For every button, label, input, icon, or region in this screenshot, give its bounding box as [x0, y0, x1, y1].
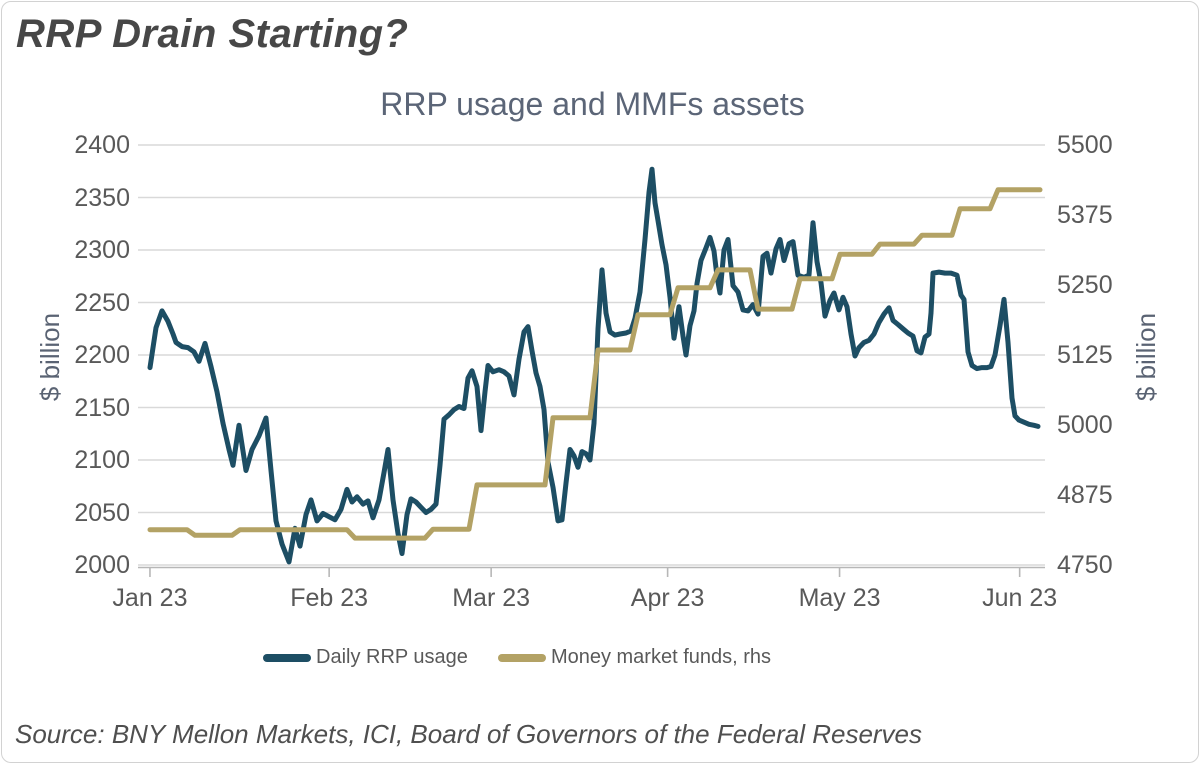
right-axis-tick-label: 5500 — [1057, 131, 1113, 159]
right-axis-tick-label: 5375 — [1057, 201, 1113, 229]
series-daily-rrp-usage — [147, 166, 1041, 565]
right-axis-tick-label: 5250 — [1057, 271, 1113, 299]
series-money-market-funds — [147, 187, 1043, 541]
x-axis-tick-label: Apr 23 — [630, 584, 705, 612]
left-axis-tick-label: 2400 — [74, 131, 130, 159]
right-axis-tick-label: 4750 — [1057, 551, 1113, 579]
left-axis-tick-label: 2000 — [74, 551, 130, 579]
left-axis-title: $ billion — [35, 312, 65, 402]
x-axis-tick-label: Jan 23 — [112, 584, 188, 612]
chart-title: RRP usage and MMFs assets — [380, 86, 805, 122]
page-title: RRP Drain Starting? — [16, 12, 409, 56]
source-attribution: Source: BNY Mellon Markets, ICI, Board o… — [15, 719, 923, 749]
right-axis-tick-label: 5000 — [1057, 411, 1113, 439]
left-axis-tick-label: 2200 — [74, 341, 130, 369]
legend-item-mmf: Money market funds, rhs — [497, 646, 772, 669]
legend-label-rrp: Daily RRP usage — [316, 646, 468, 668]
left-axis-tick-label: 2050 — [74, 498, 130, 527]
rrp-line-swatch — [263, 653, 311, 662]
left-axis-tick-label: 2100 — [74, 446, 130, 474]
x-axis-tick-label: Mar 23 — [452, 584, 531, 612]
x-axis-tick-label: May 23 — [798, 584, 881, 612]
left-axis-tick-label: 2250 — [74, 288, 130, 317]
right-axis-tick-label: 5125 — [1057, 341, 1113, 369]
x-axis-tick-label: Feb 23 — [290, 584, 369, 612]
x-axis-tick-label: Jun 23 — [982, 584, 1058, 612]
right-axis-title: $ billion — [1131, 312, 1161, 402]
legend-item-rrp: Daily RRP usage — [263, 646, 468, 669]
left-axis-tick-label: 2300 — [74, 236, 130, 264]
left-axis-tick-label: 2150 — [74, 393, 130, 422]
chart-legend: Daily RRP usage Money market funds, rhs — [263, 646, 771, 669]
right-axis-tick-label: 4875 — [1057, 481, 1113, 509]
mmf-line-swatch — [497, 653, 546, 662]
legend-label-mmf: Money market funds, rhs — [550, 646, 772, 668]
left-axis-tick-label: 2350 — [74, 183, 130, 212]
